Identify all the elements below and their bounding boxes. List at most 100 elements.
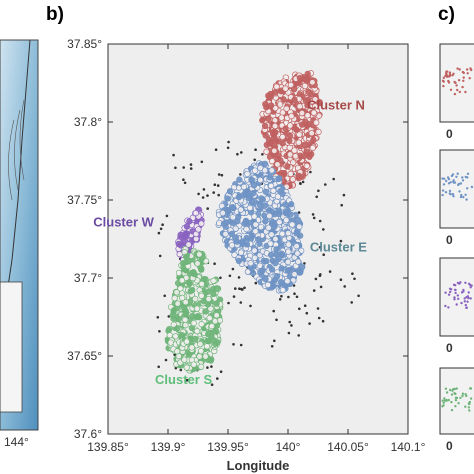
- event-point-cluster-n: [286, 137, 293, 144]
- event-point-cluster-s: [202, 308, 209, 315]
- timeseries-point: [447, 177, 451, 181]
- event-point-cluster-e: [220, 220, 228, 227]
- event-point-cluster-n: [263, 148, 270, 155]
- event-point-cluster-e: [270, 187, 277, 194]
- event-point-cluster-w: [186, 218, 193, 225]
- event-point-cluster-n: [274, 161, 281, 168]
- event-point-cluster-n: [289, 176, 296, 183]
- timeseries-point: [452, 180, 455, 183]
- timeseries-point: [447, 293, 451, 296]
- timeseries-point: [453, 288, 457, 292]
- event-point-background: [299, 182, 302, 185]
- event-point-cluster-w: [183, 223, 191, 230]
- event-point-background: [172, 153, 175, 157]
- timeseries-point: [468, 283, 472, 287]
- event-point-background: [156, 316, 160, 319]
- event-point-cluster-n: [287, 122, 294, 129]
- event-point-background: [216, 184, 220, 187]
- event-point-background: [241, 288, 244, 291]
- event-point-cluster-n: [304, 112, 311, 119]
- event-point-cluster-n: [268, 158, 276, 165]
- timeseries-point: [469, 387, 473, 390]
- timeseries-point: [470, 185, 474, 189]
- event-point-background: [217, 193, 220, 197]
- timeseries-point: [460, 193, 463, 197]
- event-point-background: [206, 366, 209, 369]
- event-point-background: [287, 295, 290, 299]
- timeseries-point: [466, 68, 469, 71]
- event-point-cluster-s: [175, 315, 183, 323]
- event-point-background: [239, 343, 243, 347]
- event-point-background: [253, 158, 256, 162]
- event-point-cluster-s: [182, 311, 189, 318]
- event-point-background: [342, 193, 346, 197]
- timeseries-point: [466, 172, 470, 175]
- event-point-cluster-e: [249, 269, 257, 277]
- timeseries-point: [468, 402, 471, 406]
- timeseries-point: [459, 195, 463, 199]
- event-point-cluster-e: [233, 238, 241, 245]
- event-point-cluster-s: [183, 338, 190, 345]
- event-point-cluster-s: [174, 300, 181, 307]
- timeseries-point: [459, 182, 463, 185]
- event-point-background: [179, 368, 183, 372]
- event-point-cluster-s: [193, 328, 201, 335]
- event-point-cluster-e: [264, 281, 272, 289]
- timeseries-point: [460, 291, 464, 294]
- event-point-cluster-s: [196, 251, 203, 258]
- event-point-cluster-n: [287, 81, 295, 89]
- event-point-background: [239, 173, 242, 176]
- event-point-background: [292, 284, 296, 287]
- event-point-cluster-e: [279, 230, 286, 237]
- event-point-cluster-n: [310, 136, 317, 144]
- event-point-cluster-e: [243, 234, 250, 242]
- event-point-background: [318, 219, 322, 223]
- timeseries-point: [458, 90, 461, 94]
- timeseries-point: [451, 173, 455, 176]
- event-point-cluster-n: [316, 98, 323, 106]
- timeseries-point: [461, 394, 464, 398]
- event-point-cluster-n: [276, 101, 284, 108]
- event-point-cluster-e: [251, 247, 258, 254]
- event-point-cluster-e: [284, 258, 292, 266]
- timeseries-point: [461, 179, 465, 182]
- event-point-background: [227, 140, 230, 144]
- event-point-background: [228, 274, 232, 278]
- event-point-background: [288, 320, 292, 324]
- event-point-cluster-e: [268, 231, 275, 238]
- event-point-cluster-n: [270, 131, 278, 139]
- event-point-background: [210, 383, 214, 387]
- timeseries-point: [468, 409, 471, 412]
- event-point-cluster-w: [198, 220, 205, 227]
- timeseries-point: [458, 282, 461, 285]
- event-point-background: [254, 281, 258, 285]
- timeseries-point: [450, 408, 454, 412]
- event-point-background: [217, 173, 221, 176]
- event-point-cluster-n: [295, 172, 302, 180]
- event-point-cluster-e: [251, 167, 259, 174]
- timeseries-point: [464, 281, 467, 284]
- event-point-cluster-e: [274, 193, 282, 200]
- event-point-cluster-s: [202, 353, 209, 360]
- timeseries-point: [470, 68, 473, 72]
- event-point-background: [303, 304, 307, 308]
- event-point-cluster-e: [229, 214, 237, 221]
- event-point-background: [219, 370, 223, 374]
- event-point-cluster-n: [275, 138, 282, 145]
- event-point-background: [206, 207, 209, 210]
- event-point-background: [298, 307, 301, 311]
- y-tick-label: 37.7°: [74, 271, 102, 285]
- left-map-tick-label: 144°: [4, 435, 29, 449]
- timeseries-point: [457, 79, 461, 82]
- timeseries-point: [442, 84, 445, 88]
- timeseries-point: [466, 300, 469, 303]
- timeseries-point: [462, 195, 465, 199]
- event-point-background: [226, 146, 230, 150]
- x-tick-label: 140.1°: [391, 440, 426, 454]
- event-point-cluster-s: [173, 289, 180, 296]
- event-point-cluster-s: [172, 333, 179, 340]
- event-point-cluster-n: [301, 142, 309, 149]
- timeseries-point: [451, 74, 454, 77]
- event-point-cluster-e: [294, 216, 301, 223]
- panel-label-b: b): [46, 4, 64, 25]
